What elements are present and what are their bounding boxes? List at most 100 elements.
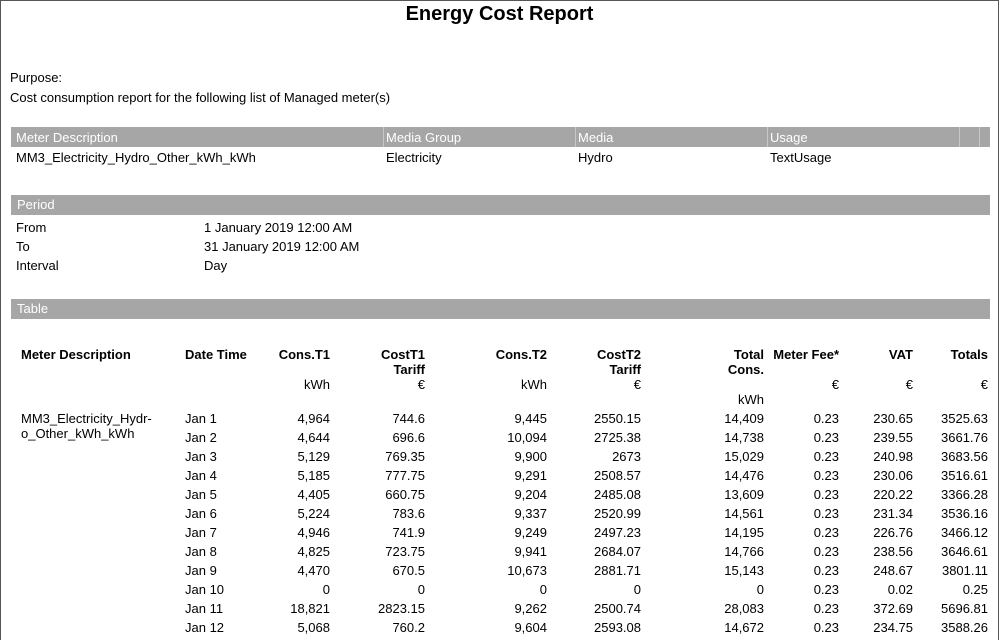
table-cell: 5,185 — [297, 468, 330, 483]
table-column-header: Cons. — [727, 362, 764, 377]
table-cell: 238.56 — [873, 544, 913, 559]
table-cell: 0.25 — [962, 582, 988, 597]
table-cell: 2497.23 — [594, 525, 641, 540]
table-cell: Jan 3 — [185, 449, 217, 464]
table-cell: Jan 9 — [185, 563, 217, 578]
table-cell: 10,673 — [507, 563, 547, 578]
table-cell: 2684.07 — [594, 544, 641, 559]
table-cell: 0.23 — [813, 582, 839, 597]
table-cell: 372.69 — [873, 601, 913, 616]
table-column-unit: € — [980, 377, 988, 392]
table-cell: 2520.99 — [594, 506, 641, 521]
table-column-header: CostT1 — [380, 347, 425, 362]
table-cell: 14,738 — [724, 430, 764, 445]
purpose-label: Purpose: — [10, 70, 63, 85]
table-cell: 9,941 — [514, 544, 547, 559]
table-cell: Jan 7 — [185, 525, 217, 540]
period-value: Day — [204, 258, 228, 273]
table-cell: Jan 11 — [185, 601, 224, 616]
table-cell: 0.23 — [813, 430, 839, 445]
table-column-unit: € — [417, 377, 425, 392]
table-column-unit: € — [905, 377, 913, 392]
table-cell: 3525.63 — [941, 411, 988, 426]
table-cell: 741.9 — [392, 525, 425, 540]
table-column-header: Date Time — [185, 347, 247, 362]
table-cell: 231.34 — [873, 506, 913, 521]
table-cell: 9,204 — [514, 487, 547, 502]
meters-header-bar — [11, 127, 990, 147]
table-cell: 2881.71 — [594, 563, 641, 578]
table-cell: Jan 10 — [185, 582, 225, 597]
period-label: To — [16, 239, 30, 254]
table-cell: 3466.12 — [941, 525, 988, 540]
table-cell: 3661.76 — [941, 430, 988, 445]
table-column-unit: kWh — [304, 377, 330, 392]
table-cell: 2725.38 — [594, 430, 641, 445]
table-cell: 240.98 — [873, 449, 913, 464]
table-cell: 3801.11 — [941, 563, 988, 578]
period-title: Period — [17, 197, 55, 212]
table-cell: 14,476 — [724, 468, 764, 483]
table-cell: 723.75 — [385, 544, 425, 559]
table-cell: 230.06 — [873, 468, 913, 483]
table-meter-description: MM3_Electricity_Hydr- — [21, 411, 152, 426]
table-cell: Jan 6 — [185, 506, 217, 521]
table-cell: 0.23 — [813, 563, 839, 578]
meters-column-header: Usage — [770, 130, 808, 145]
table-cell: 226.76 — [873, 525, 913, 540]
table-cell: 4,964 — [297, 411, 330, 426]
table-cell: 0 — [322, 582, 330, 597]
table-cell: 5696.81 — [941, 601, 988, 616]
table-column-header: Tariff — [393, 362, 425, 377]
period-header-bar — [11, 195, 990, 215]
table-cell: 9,291 — [514, 468, 547, 483]
table-cell: 5,068 — [297, 620, 330, 635]
table-cell: Jan 12 — [185, 620, 225, 635]
table-cell: 3588.26 — [941, 620, 988, 635]
table-column-header: Total — [733, 347, 764, 362]
table-cell: 14,195 — [724, 525, 764, 540]
meters-cell: Hydro — [578, 150, 613, 165]
table-cell: 234.75 — [873, 620, 913, 635]
purpose-text: Cost consumption report for the followin… — [10, 90, 391, 105]
table-column-header: Meter Fee* — [773, 347, 839, 362]
period-label: From — [16, 220, 47, 235]
table-cell: 2485.08 — [594, 487, 641, 502]
table-cell: 9,262 — [514, 601, 547, 616]
table-column-header: Cons.T1 — [278, 347, 330, 362]
table-cell: 0.23 — [813, 411, 839, 426]
table-cell: 9,337 — [514, 506, 547, 521]
table-meter-description: o_Other_kWh_kWh — [21, 426, 135, 441]
table-cell: 0.23 — [813, 525, 839, 540]
table-cell: 3366.28 — [941, 487, 988, 502]
meters-column-header: Media Group — [386, 130, 462, 145]
meters-cell: TextUsage — [770, 150, 832, 165]
table-column-header: Meter Description — [21, 347, 131, 362]
table-cell: Jan 4 — [185, 468, 217, 483]
table-cell: 9,900 — [514, 449, 547, 464]
table-cell: 3536.16 — [941, 506, 988, 521]
table-column-header: Totals — [950, 347, 988, 362]
table-header-bar — [11, 299, 990, 319]
table-cell: 2823.15 — [378, 601, 425, 616]
table-cell: 783.6 — [392, 506, 425, 521]
period-label: Interval — [16, 258, 59, 273]
table-title: Table — [17, 301, 49, 316]
table-cell: 0 — [539, 582, 547, 597]
table-cell: 5,129 — [297, 449, 330, 464]
table-cell: 744.6 — [392, 411, 425, 426]
table-cell: 15,029 — [724, 449, 764, 464]
table-cell: 4,470 — [297, 563, 330, 578]
period-value: 1 January 2019 12:00 AM — [204, 220, 353, 235]
table-column-unit: € — [633, 377, 641, 392]
table-cell: 13,609 — [724, 487, 764, 502]
table-cell: 230.65 — [873, 411, 913, 426]
table-cell: 5,224 — [297, 506, 330, 521]
table-cell: 15,143 — [724, 563, 764, 578]
table-column-unit: € — [831, 377, 839, 392]
meters-column-header: Media — [578, 130, 614, 145]
table-cell: 0.23 — [813, 449, 839, 464]
table-cell: 0 — [633, 582, 641, 597]
table-cell: Jan 2 — [185, 430, 217, 445]
table-cell: 248.67 — [873, 563, 913, 578]
